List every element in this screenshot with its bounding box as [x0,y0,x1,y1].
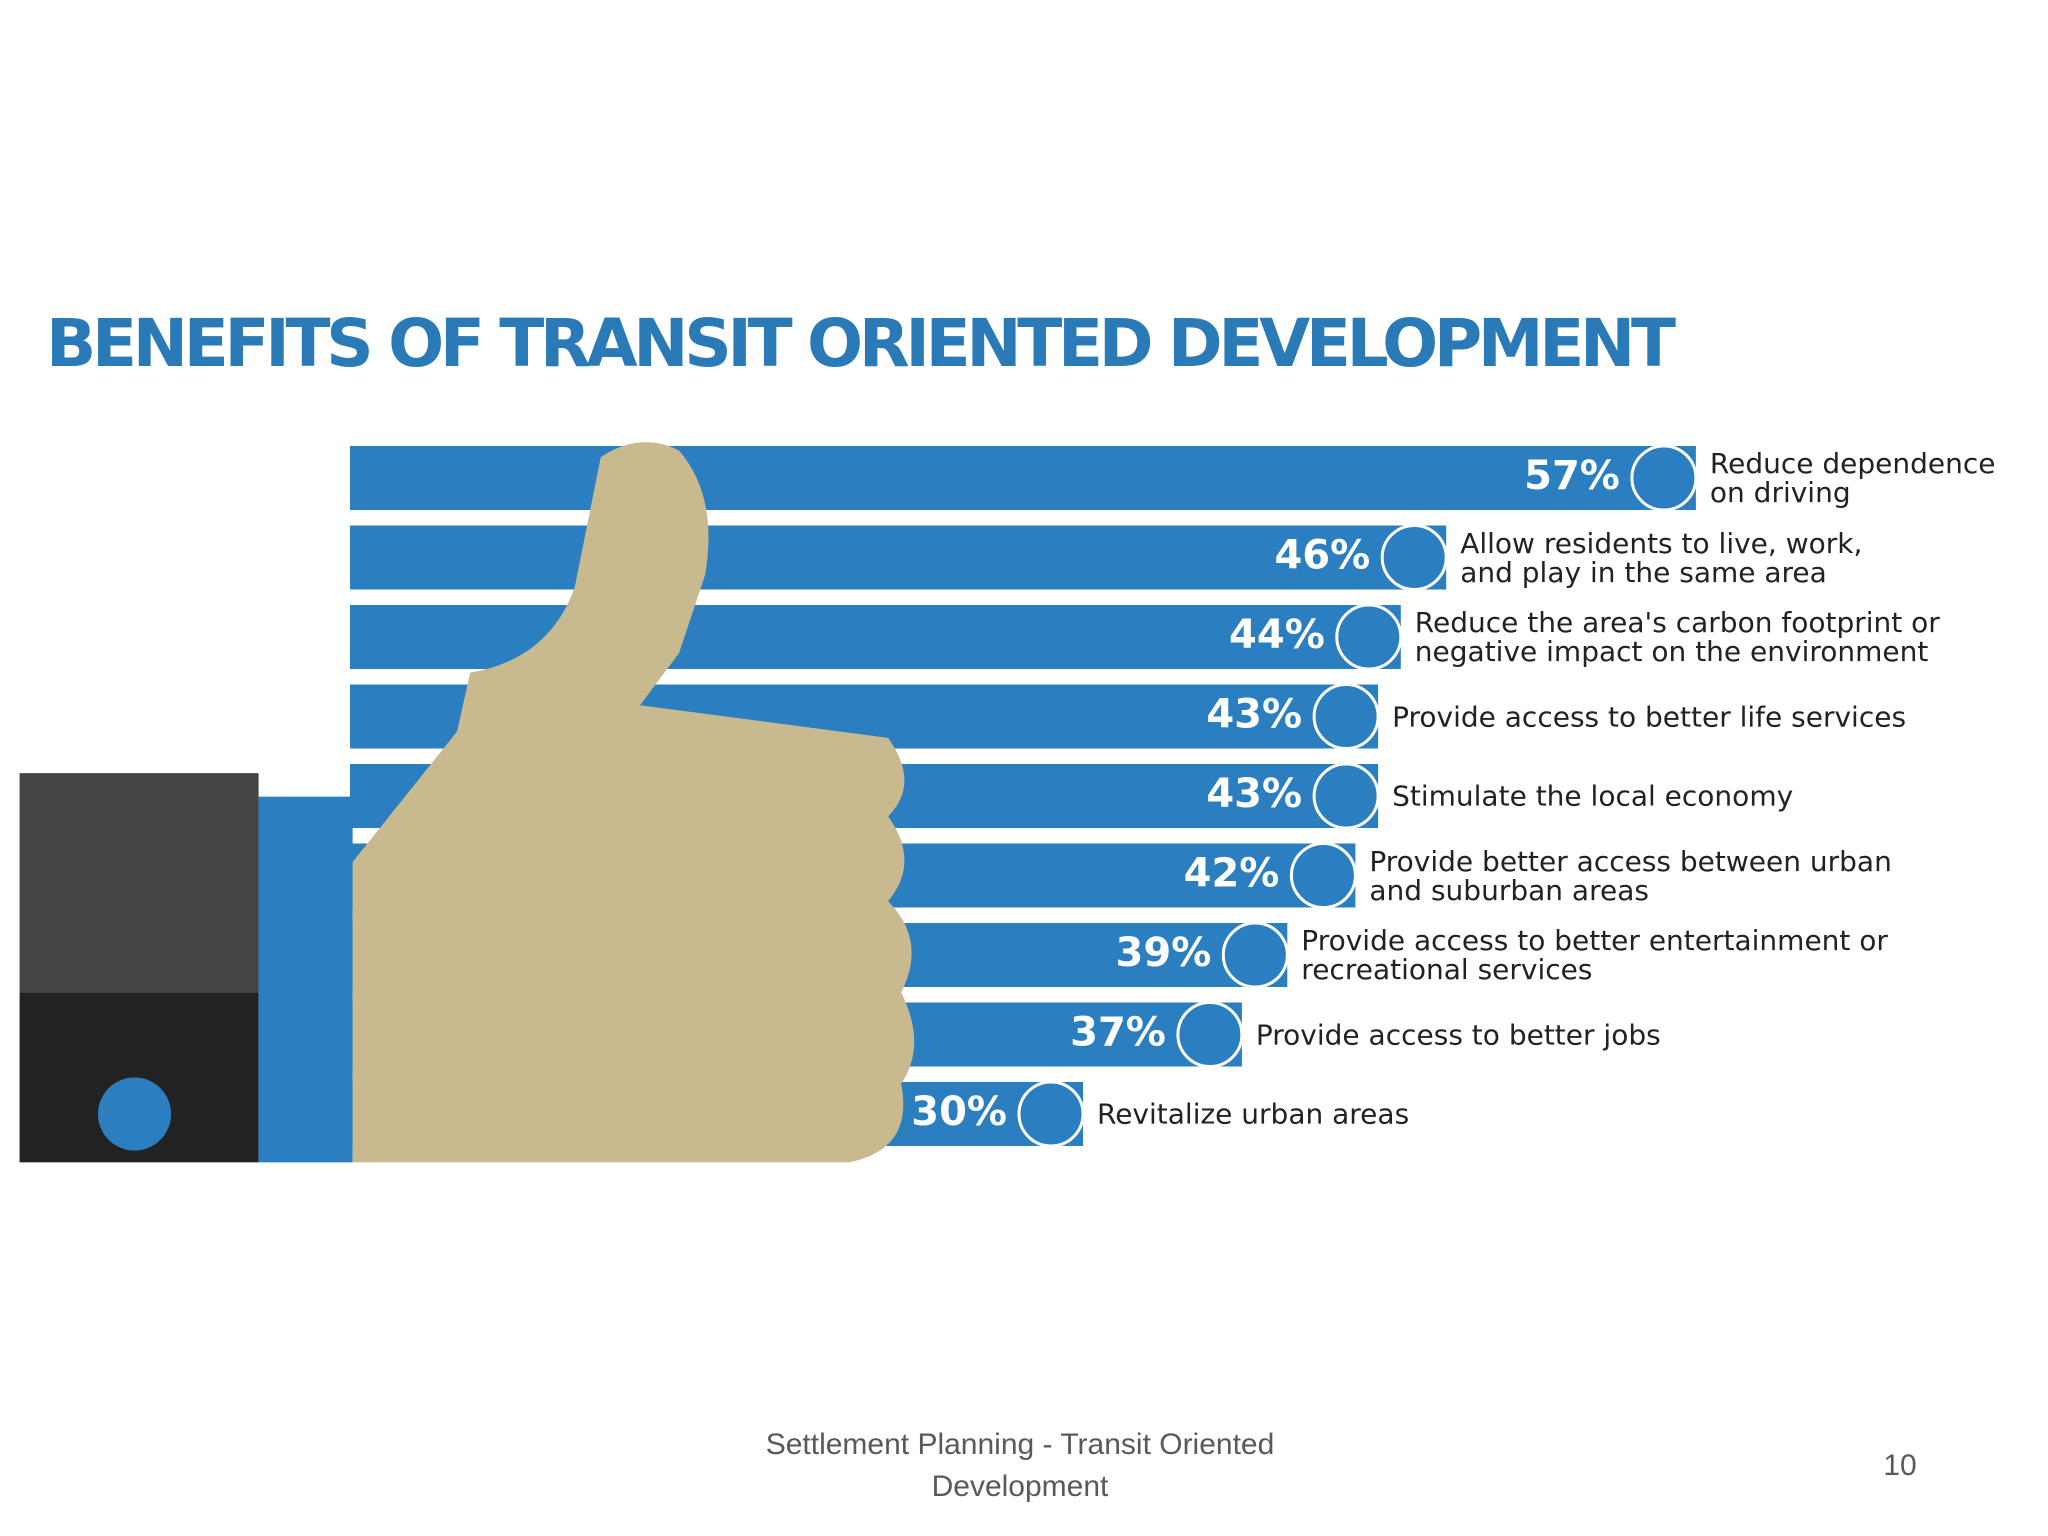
category-label: Reduce the area's carbon footprint or ne… [1414,606,1940,668]
value-label: 43% [1206,771,1302,817]
icon [1312,683,1380,750]
icon [1176,1001,1244,1068]
page-number: 10 [1883,1449,1917,1482]
value-label: 43% [1206,692,1302,738]
icon [1335,603,1403,671]
button [97,1077,172,1151]
sleeve [19,773,259,993]
value-label: 30% [911,1089,1007,1135]
category-label: Provide access to better entertainment o… [1301,924,1888,986]
value-label: 37% [1070,1010,1166,1056]
icon [1312,762,1380,830]
hand [19,442,915,1163]
bar [350,525,1447,590]
icon [1017,1080,1085,1148]
icon [1380,524,1448,591]
value-label: 44% [1229,612,1325,658]
category-label: Provide access to better life services [1392,700,1907,733]
category-label: Stimulate the local economy [1392,779,1794,813]
value-label: 46% [1274,533,1370,579]
icon [1630,444,1698,512]
thumb [352,442,915,1163]
category-label: Reduce dependence on driving [1709,447,1996,509]
value-label: 57% [1524,453,1620,499]
value-label: 39% [1116,930,1212,976]
category-label: Revitalize urban areas [1097,1097,1410,1131]
cuff [258,796,353,1163]
footer-text: Settlement Planning - Transit Oriented D… [765,1428,1275,1503]
chart-title: BENEFITS OF TRANSIT ORIENTED DEVELOPMENT [46,305,1676,382]
icon [1221,921,1289,989]
category-label: Provide access to better jobs [1255,1018,1661,1051]
icon [1289,842,1357,909]
value-label: 42% [1184,851,1280,897]
category-label: Allow residents to live, work, and play … [1460,526,1863,589]
category-label: Provide better access between urban and … [1369,844,1892,907]
bar [350,446,1696,510]
